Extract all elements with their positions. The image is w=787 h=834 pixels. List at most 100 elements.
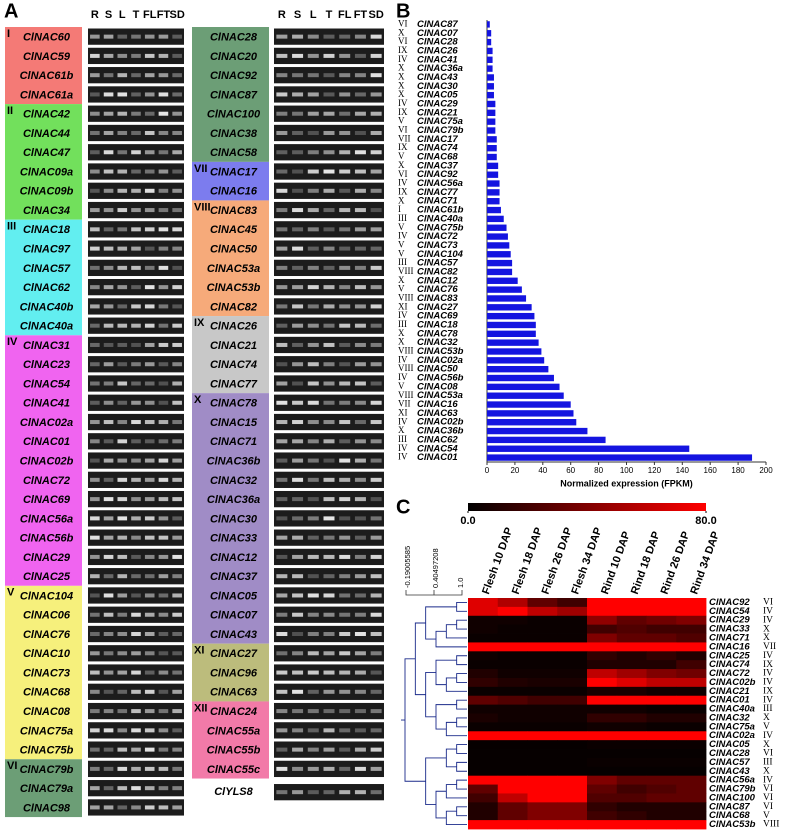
- gel-band: [354, 304, 366, 309]
- bar: [487, 330, 536, 338]
- dendrogram-branch: [425, 757, 447, 806]
- y-tick-label: ClNAC01: [417, 452, 458, 463]
- category-group: IV: [398, 416, 408, 426]
- gel-strip: [88, 163, 184, 180]
- gel-band: [172, 342, 182, 347]
- heat-cell: [587, 624, 618, 634]
- gel-band: [103, 381, 114, 386]
- gel-band: [158, 612, 169, 617]
- bar: [487, 198, 500, 205]
- gel-band: [172, 381, 182, 386]
- gel-band: [276, 111, 288, 116]
- heat-cell: [468, 802, 499, 812]
- gel-band: [117, 805, 128, 810]
- gene-name: ClNAC60: [23, 32, 71, 44]
- gel-band: [158, 188, 169, 193]
- heat-cell: [497, 651, 528, 661]
- gel-band: [370, 790, 382, 795]
- heat-cell: [646, 642, 677, 652]
- heat-cell: [527, 677, 558, 688]
- gel-band: [90, 786, 100, 791]
- gel-band: [276, 709, 288, 714]
- gel-band: [90, 227, 100, 232]
- gel-band: [339, 400, 351, 405]
- gel-band: [103, 535, 114, 540]
- gel-band: [117, 651, 128, 656]
- heat-cell: [676, 642, 707, 652]
- gel-band: [131, 265, 141, 270]
- gel-band: [158, 439, 169, 444]
- y-tick-label: ClNAC30: [417, 81, 458, 92]
- gene-name: ClNAC75a: [20, 725, 73, 737]
- heat-cell: [646, 740, 677, 750]
- heat-cell: [587, 722, 618, 732]
- heat-cell: [557, 775, 588, 785]
- gel-band: [158, 458, 169, 463]
- gel-band: [276, 728, 288, 733]
- gene-name: ClNAC08: [23, 706, 71, 718]
- gel-band: [354, 285, 366, 290]
- gel-band: [276, 381, 288, 386]
- gel-band: [339, 362, 351, 367]
- gel-band: [144, 670, 155, 675]
- bar: [487, 410, 574, 417]
- heat-cell: [646, 793, 677, 803]
- bar: [487, 419, 577, 426]
- gel-band: [90, 285, 100, 290]
- bar: [487, 286, 522, 293]
- gene-name: ClNAC55a: [207, 725, 260, 737]
- gel-band: [90, 632, 100, 637]
- gel-band: [370, 169, 382, 174]
- gel-band: [117, 381, 128, 386]
- gel-band: [276, 188, 288, 193]
- gel-band: [370, 208, 382, 213]
- heat-cell: [497, 757, 528, 768]
- gel-band: [117, 285, 128, 290]
- gel-band: [323, 612, 335, 617]
- heat-cell: [676, 775, 707, 785]
- gel-band: [307, 670, 319, 675]
- gel-band: [90, 747, 100, 752]
- category-group: V: [398, 239, 405, 249]
- heat-cell: [497, 731, 528, 741]
- gel-band: [90, 670, 100, 675]
- category-group: IV: [398, 354, 408, 364]
- row-label: ClNAC75a: [709, 721, 755, 732]
- bar: [487, 171, 499, 178]
- gene-name: ClNAC92: [210, 70, 257, 82]
- gene-name: ClNAC37: [210, 571, 258, 583]
- gel-band: [292, 227, 304, 232]
- gel-band: [144, 786, 155, 791]
- heat-cell: [587, 598, 618, 608]
- gel-band: [90, 73, 100, 78]
- heat-cell: [468, 820, 499, 830]
- y-tick-label: ClNAC56b: [417, 373, 464, 384]
- gel-band: [131, 632, 141, 637]
- heat-cell: [616, 695, 647, 706]
- gel-band: [158, 728, 169, 733]
- gel-band: [370, 130, 382, 135]
- gene-name: ClNAC97: [23, 244, 71, 256]
- gel-band: [144, 439, 155, 444]
- gel-band: [90, 265, 100, 270]
- y-tick-label: ClNAC29: [417, 98, 458, 109]
- gel-band: [354, 439, 366, 444]
- gel-band: [307, 73, 319, 78]
- category-group: III: [398, 434, 407, 444]
- gel-band: [131, 400, 141, 405]
- x-tick-label: 180: [731, 466, 745, 475]
- category-group: V: [398, 284, 405, 294]
- heat-cell: [587, 677, 618, 688]
- heat-cell: [616, 669, 647, 679]
- gene-name: ClNAC34: [23, 205, 70, 217]
- heat-cell: [527, 811, 558, 821]
- gel-band: [354, 34, 366, 39]
- gel-band: [307, 381, 319, 386]
- gel-band: [370, 728, 382, 733]
- gel-band: [144, 709, 155, 714]
- heat-cell: [557, 722, 588, 732]
- gene-name: ClNAC73: [23, 667, 70, 679]
- bar: [487, 56, 493, 63]
- gel-band: [354, 53, 366, 58]
